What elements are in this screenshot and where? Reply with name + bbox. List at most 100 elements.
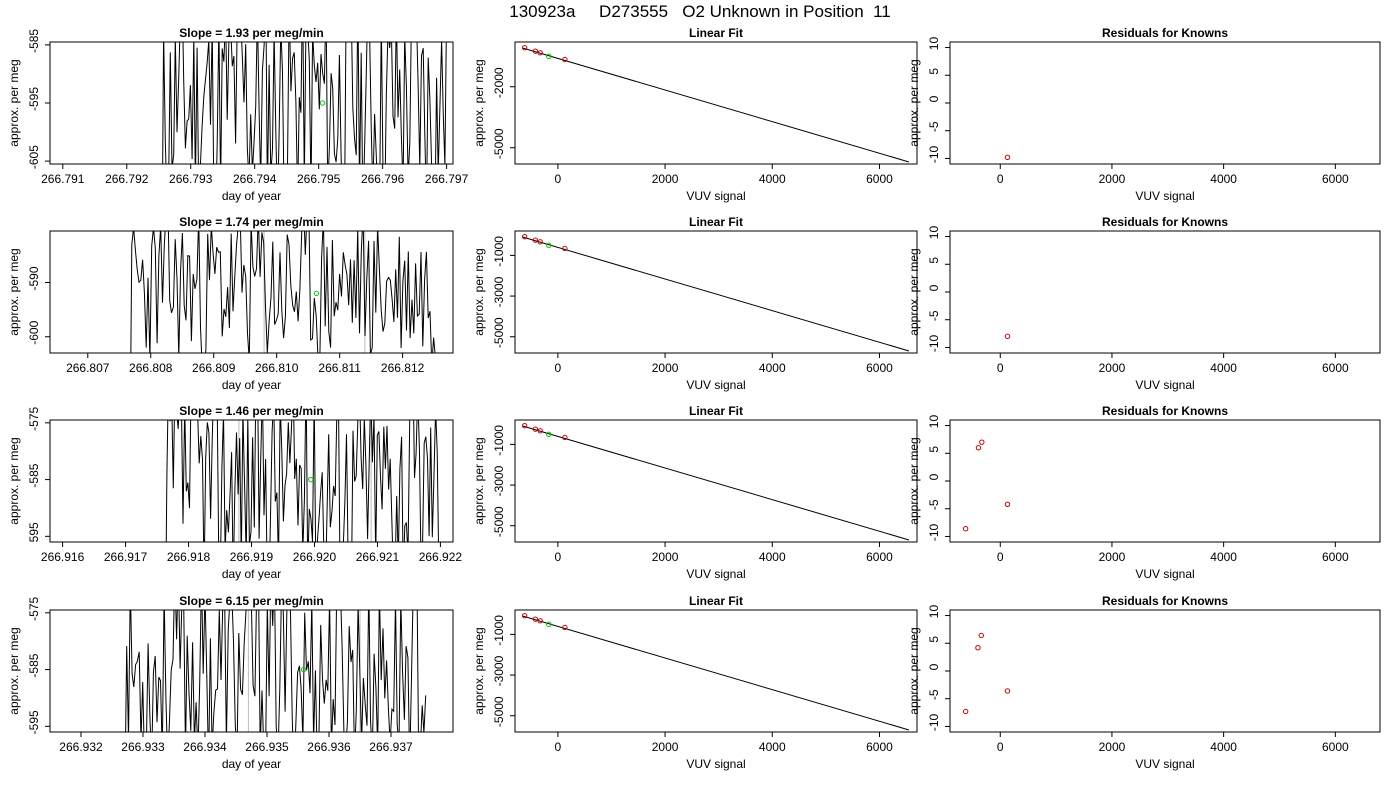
x-tick-label: 266.920 xyxy=(293,550,337,564)
x-tick-label: 266.812 xyxy=(381,361,425,375)
y-tick-label: -595 xyxy=(27,87,41,111)
known-point xyxy=(979,439,985,445)
fit-line xyxy=(522,47,910,163)
x-tick-label: 266.795 xyxy=(297,172,341,186)
x-tick-label: 266.917 xyxy=(104,550,148,564)
y-tick-label: -590 xyxy=(27,266,41,290)
x-tick-label: 6000 xyxy=(1322,361,1349,375)
known-point xyxy=(1004,333,1011,340)
x-tick-label: 266.916 xyxy=(41,550,85,564)
x-tick-label: 0 xyxy=(555,550,562,564)
y-tick-label: -575 xyxy=(27,407,41,431)
known-point xyxy=(521,612,528,619)
y-axis-label: approx. per meg xyxy=(472,248,486,335)
y-tick-label: -585 xyxy=(27,463,41,487)
x-tick-label: 2000 xyxy=(652,550,679,564)
x-axis-label: VUV signal xyxy=(1135,757,1194,771)
y-tick-label: 5 xyxy=(927,446,941,453)
x-tick-label: 0 xyxy=(997,361,1004,375)
panel-title: Residuals for Knowns xyxy=(1102,26,1228,40)
x-tick-label: 266.918 xyxy=(167,550,211,564)
fit-line xyxy=(522,425,910,541)
known-point xyxy=(537,239,543,245)
panel-r4-c2: Linear Fit 0 2000 4000 6000 -5000 -3000 -1000 VU… xyxy=(472,594,918,771)
known-point xyxy=(1004,501,1011,507)
page-title: 130923a D273555 O2 Unknown in Position 1… xyxy=(509,2,891,21)
x-tick-label: 266.797 xyxy=(425,172,469,186)
x-axis-label: VUV signal xyxy=(686,757,745,771)
y-tick-label: 595 xyxy=(27,522,41,542)
plot-frame xyxy=(514,41,918,165)
known-point xyxy=(1004,688,1011,694)
known-point xyxy=(975,645,981,651)
y-tick-label: -585 xyxy=(27,653,41,677)
x-axis-label: VUV signal xyxy=(1135,567,1194,581)
y-tick-label: -1000 xyxy=(492,425,506,456)
panel-r4-c3: Residuals for Knowns 0 2000 4000 6000 -10 -5 0 5… xyxy=(907,594,1381,771)
unknown-point xyxy=(313,290,320,297)
known-point xyxy=(532,616,539,622)
panel-r2-c3: Residuals for Knowns 0 2000 4000 6000 -10 -5 0 5… xyxy=(907,215,1381,392)
y-tick-label: -2000 xyxy=(492,67,506,98)
x-tick-label: 4000 xyxy=(759,361,786,375)
plot-area xyxy=(521,422,910,541)
panel-title: Linear Fit xyxy=(689,594,743,608)
y-axis-label: approx. per meg xyxy=(7,248,21,335)
plot-area xyxy=(521,233,910,352)
x-tick-label: 6000 xyxy=(1322,172,1349,186)
series-line xyxy=(130,231,436,353)
known-point xyxy=(532,237,539,243)
y-tick-label: -5000 xyxy=(492,128,506,159)
known-point xyxy=(978,632,984,639)
y-tick-label: 0 xyxy=(927,284,941,291)
x-tick-label: 266.932 xyxy=(59,740,103,754)
known-point xyxy=(962,525,969,532)
unknown-point xyxy=(546,431,552,438)
panel-title: Linear Fit xyxy=(689,404,743,418)
panel-title: Slope = 1.93 per meg/min xyxy=(179,26,323,40)
known-point xyxy=(532,48,539,54)
y-tick-label: -10 xyxy=(927,145,941,163)
plot-frame xyxy=(514,230,918,354)
unknown-point xyxy=(546,621,552,628)
known-point xyxy=(562,624,568,631)
y-tick-label: -5 xyxy=(927,689,941,700)
x-tick-label: 266.935 xyxy=(245,740,289,754)
x-tick-label: 266.794 xyxy=(233,172,277,186)
x-tick-label: 266.810 xyxy=(255,361,299,375)
plot-area xyxy=(521,44,910,163)
y-tick-label: -5 xyxy=(927,499,941,510)
known-point xyxy=(537,428,543,434)
panel-r1-c1: Slope = 1.93 per meg/min 266.791 266.792 26… xyxy=(7,26,469,203)
y-tick-label: 0 xyxy=(927,663,941,670)
series-line xyxy=(165,420,439,542)
panel-r1-c3: Residuals for Knowns 0 2000 4000 6000 -10 -5 0 5… xyxy=(907,26,1381,203)
y-tick-label: 5 xyxy=(927,68,941,75)
x-tick-label: 6000 xyxy=(866,361,893,375)
x-tick-label: 2000 xyxy=(1099,361,1126,375)
plot-frame xyxy=(949,41,1381,165)
panel-title: Slope = 6.15 per meg/min xyxy=(179,594,323,608)
y-tick-label: -10 xyxy=(927,713,941,731)
x-tick-label: 0 xyxy=(997,172,1004,186)
x-tick-label: 266.791 xyxy=(41,172,85,186)
plot-frame xyxy=(949,609,1381,733)
y-axis-label: approx. per meg xyxy=(907,59,921,146)
x-tick-label: 4000 xyxy=(759,172,786,186)
x-tick-label: 6000 xyxy=(1322,550,1349,564)
x-tick-label: 4000 xyxy=(1210,740,1237,754)
known-point xyxy=(562,434,568,441)
y-tick-label: -585 xyxy=(27,29,41,53)
known-point xyxy=(962,708,969,715)
y-tick-label: -3000 xyxy=(492,655,506,686)
y-tick-label: -600 xyxy=(27,320,41,344)
x-tick-label: 2000 xyxy=(652,361,679,375)
x-tick-label: 2000 xyxy=(1099,740,1126,754)
panel-title: Slope = 1.46 per meg/min xyxy=(179,404,323,418)
x-tick-label: 4000 xyxy=(1210,172,1237,186)
panel-title: Linear Fit xyxy=(689,26,743,40)
x-axis-label: VUV signal xyxy=(1135,189,1194,203)
y-tick-label: -1000 xyxy=(492,615,506,646)
y-tick-label: -10 xyxy=(927,523,941,541)
y-tick-label: -3000 xyxy=(492,465,506,496)
